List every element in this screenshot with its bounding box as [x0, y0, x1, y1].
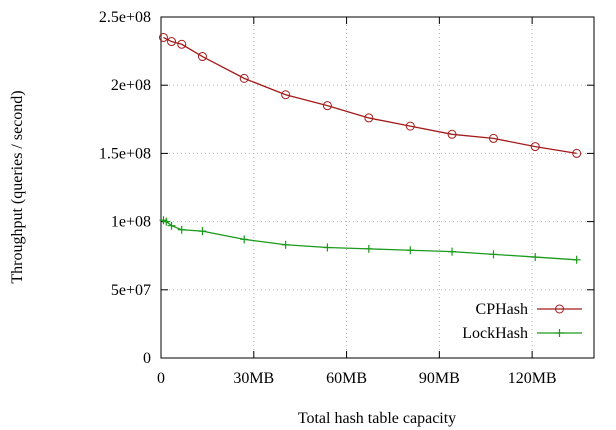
- grid: [161, 17, 594, 358]
- lockhash-point: [364, 244, 373, 253]
- y-tick-label: 1e+08: [111, 214, 151, 231]
- x-axis-title: Total hash table capacity: [298, 410, 456, 427]
- series-lockhash: [159, 216, 581, 264]
- lockhash-point: [177, 225, 186, 234]
- cphash-point: [364, 113, 374, 123]
- cphash-point: [488, 133, 498, 143]
- y-axis-title: Throughput (queries / second): [9, 90, 26, 283]
- lockhash-point: [323, 243, 332, 252]
- lockhash-point: [240, 235, 249, 244]
- legend-marker-cphash: [555, 304, 564, 314]
- legend-entry-lockhash: LockHash: [462, 325, 582, 342]
- cphash-point: [197, 52, 207, 62]
- lockhash-point: [531, 253, 540, 262]
- lockhash-line: [163, 219, 577, 261]
- legend-entry-cphash: CPHash: [476, 301, 582, 318]
- cphash-point: [530, 142, 540, 152]
- cphash-point: [405, 121, 415, 131]
- cphash-point: [177, 39, 187, 49]
- legend-marker-lockhash: [555, 329, 564, 337]
- x-tick-label: 30MB: [233, 370, 274, 387]
- legend-label-cphash: CPHash: [476, 301, 528, 318]
- legend: CPHash LockHash: [462, 301, 582, 342]
- y-tick-label: 2e+08: [111, 77, 151, 94]
- lockhash-point: [406, 246, 415, 255]
- cphash-point: [167, 37, 177, 47]
- x-tick-label: 0: [157, 370, 165, 387]
- lockhash-point: [162, 217, 171, 226]
- lockhash-point: [281, 240, 290, 249]
- plot-frame: [160, 16, 595, 359]
- series-cphash: [158, 32, 582, 158]
- lockhash-point: [572, 255, 581, 264]
- y-tick-label: 2.5e+08: [99, 9, 151, 26]
- y-tick-label: 1.5e+08: [99, 145, 151, 162]
- cphash-point: [322, 101, 332, 111]
- lockhash-point: [198, 227, 207, 236]
- y-tick-label: 0: [143, 350, 151, 367]
- lockhash-point: [448, 247, 457, 256]
- axis-ticks: 0 30MB 60MB 90MB 120MB 0 5e+07 1e+08 1.5e+08 2e+0…: [99, 9, 594, 387]
- x-tick-label: 120MB: [508, 370, 557, 387]
- y-tick-label: 5e+07: [111, 282, 151, 299]
- cphash-point: [281, 90, 291, 100]
- cphash-point: [239, 73, 249, 83]
- lockhash-point: [489, 250, 498, 259]
- x-tick-label: 90MB: [419, 370, 460, 387]
- cphash-point: [572, 148, 582, 158]
- x-tick-label: 60MB: [326, 370, 367, 387]
- cphash-point: [158, 32, 168, 42]
- lockhash-point: [167, 221, 176, 230]
- cphash-line: [163, 36, 577, 155]
- series: [158, 32, 582, 264]
- legend-label-lockhash: LockHash: [462, 325, 528, 342]
- cphash-point: [447, 129, 457, 139]
